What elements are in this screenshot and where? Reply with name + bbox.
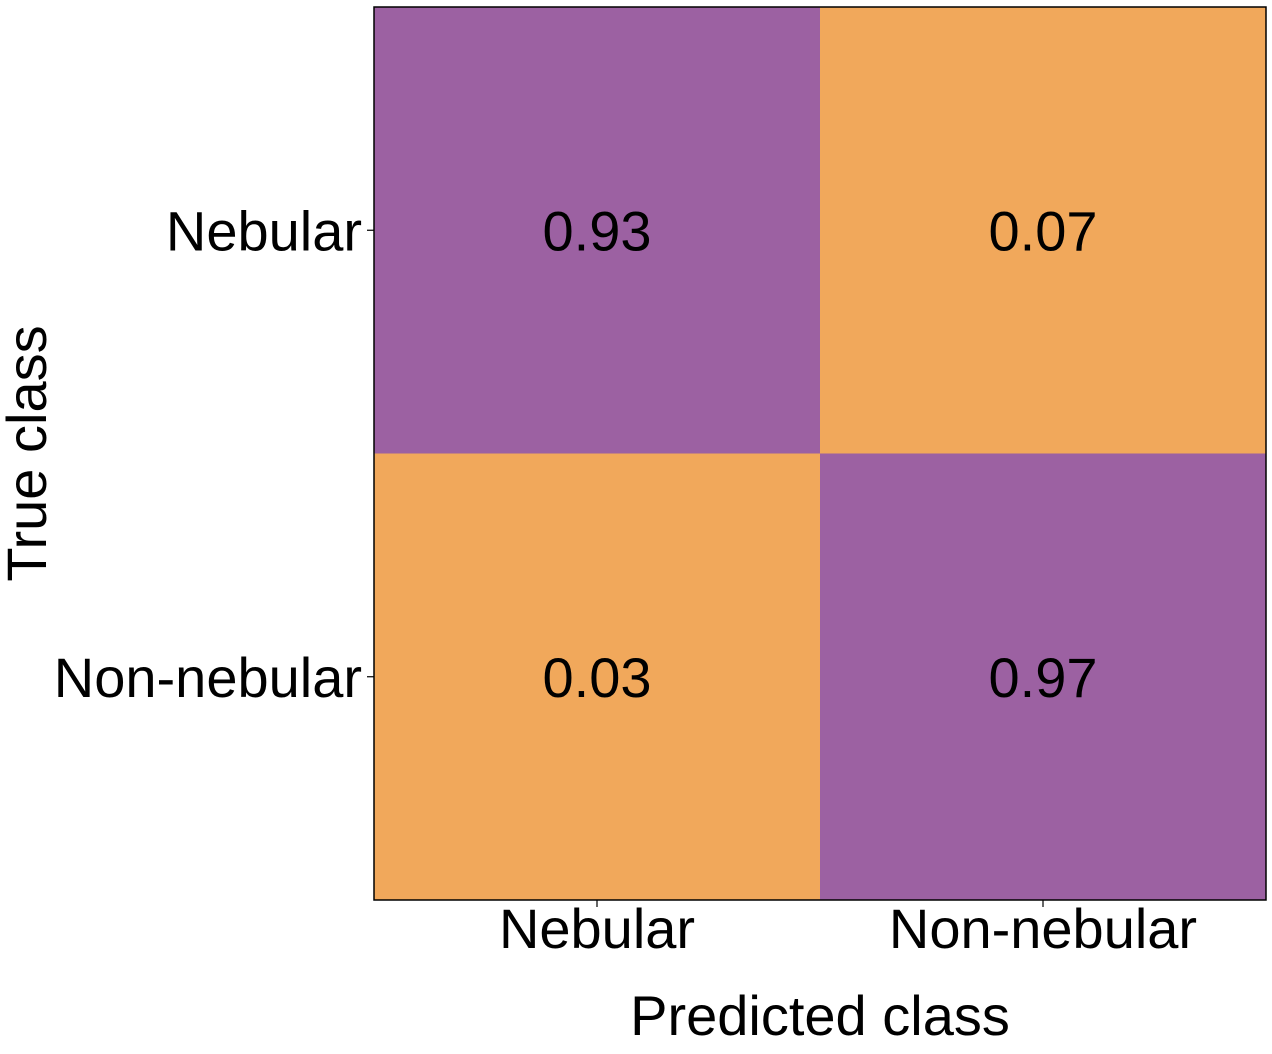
y-tick-label-0: Nebular	[166, 199, 362, 262]
plot-frame	[373, 6, 1267, 901]
y-axis-label: True class	[0, 325, 58, 581]
x-tick-label-0: Nebular	[499, 897, 695, 960]
cell-value-label-r1-c1: 0.97	[989, 646, 1098, 709]
cell-value-label-r0-c1: 0.07	[989, 199, 1098, 262]
heatmap-cells	[374, 7, 1267, 901]
x-axis-label: Predicted class	[630, 984, 1010, 1047]
y-tick-label-1: Non-nebular	[54, 646, 362, 709]
heatmap-cell-r0-c0	[374, 7, 821, 454]
heatmap-cell-r1-c0	[374, 453, 821, 901]
cell-value-label-r1-c0: 0.03	[543, 646, 652, 709]
y-axis-ticks: Nebular Non-nebular	[54, 199, 374, 709]
heatmap-cell-r1-c1	[820, 453, 1267, 901]
x-axis-ticks: Nebular Non-nebular	[499, 897, 1197, 960]
heatmap-cell-labels: 0.93 0.07 0.03 0.97	[543, 199, 1098, 709]
x-tick-label-1: Non-nebular	[889, 897, 1197, 960]
cell-value-label-r0-c0: 0.93	[543, 199, 652, 262]
heatmap-cell-r0-c1	[820, 7, 1267, 454]
